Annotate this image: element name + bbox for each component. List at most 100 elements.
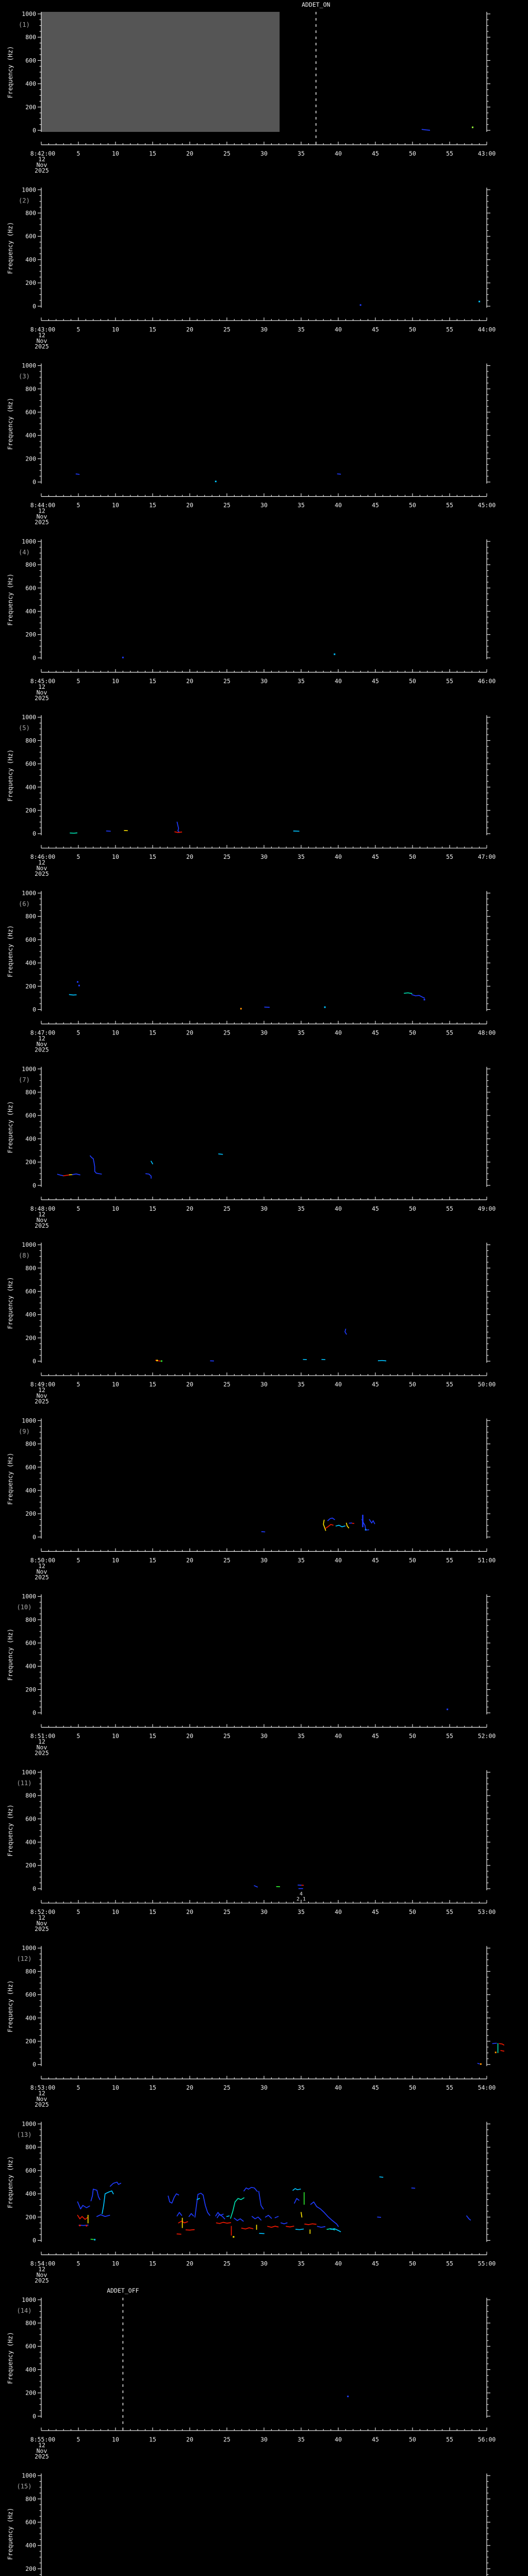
date-line-label: 12 xyxy=(38,1738,45,1745)
x-tick-label: 35 xyxy=(298,1908,305,1916)
y-tick-label: 600 xyxy=(25,57,36,64)
x-tick-label: 55 xyxy=(446,853,453,860)
x-tick-label: 15 xyxy=(149,326,156,333)
x-tick-label: 55 xyxy=(446,502,453,509)
x-tick-label: 50 xyxy=(409,502,416,509)
x-tick-label: 20 xyxy=(186,2260,193,2267)
detector-off-region xyxy=(41,12,280,132)
y-tick-label: 800 xyxy=(25,385,36,393)
y-tick-label: 600 xyxy=(25,1991,36,1998)
date-line-label: 12 xyxy=(38,683,45,690)
y-tick-label: 800 xyxy=(25,561,36,568)
y-tick-label: 800 xyxy=(25,1968,36,1975)
y-tick-label: 1000 xyxy=(22,1065,36,1073)
y-tick-label: 0 xyxy=(32,302,36,310)
x-tick-label: 45 xyxy=(372,1205,379,1212)
y-tick-label: 200 xyxy=(25,279,36,286)
end-time-label: 45:00 xyxy=(478,502,496,509)
detection-traces xyxy=(77,2176,471,2241)
detection-trace xyxy=(188,2213,194,2217)
y-tick-label: 400 xyxy=(25,2190,36,2197)
x-tick-label: 40 xyxy=(335,1733,342,1740)
x-tick-label: 40 xyxy=(335,1029,342,1036)
detection-traces xyxy=(75,473,341,482)
detection-trace xyxy=(317,2226,326,2228)
y-tick-label: 1000 xyxy=(22,1593,36,1600)
x-tick-label: 45 xyxy=(372,502,379,509)
y-axis-title: Frequency (Hz) xyxy=(7,222,14,274)
y-tick-label: 600 xyxy=(25,1287,36,1295)
y-tick-label: 1000 xyxy=(22,1769,36,1776)
x-tick-label: 45 xyxy=(372,2084,379,2091)
date-line-label: 2025 xyxy=(35,1046,49,1053)
detection-trace xyxy=(234,2217,244,2222)
detection-point xyxy=(214,480,217,482)
y-tick-label: 1000 xyxy=(22,889,36,896)
x-tick-label: 5 xyxy=(77,502,80,509)
detection-point xyxy=(77,981,79,983)
detection-traces xyxy=(155,1328,387,1362)
x-tick-label: 45 xyxy=(372,150,379,157)
y-axis-title: Frequency (Hz) xyxy=(7,750,14,802)
y-tick-label: 600 xyxy=(25,1639,36,1647)
y-tick-label: 0 xyxy=(32,1182,36,1189)
date-line-label: 2025 xyxy=(35,1925,49,1933)
x-tick-label: 45 xyxy=(372,677,379,685)
y-axis-title: Frequency (Hz) xyxy=(7,1453,14,1505)
date-line-label: 2025 xyxy=(35,870,49,877)
detection-traces xyxy=(347,2395,349,2397)
x-tick-label: 50 xyxy=(409,1908,416,1916)
x-tick-label: 25 xyxy=(223,1029,230,1036)
y-axis-title: Frequency (Hz) xyxy=(7,398,14,450)
y-tick-label: 1000 xyxy=(22,362,36,369)
y-tick-label: 800 xyxy=(25,913,36,920)
x-tick-label: 40 xyxy=(335,1381,342,1388)
detection-trace xyxy=(325,1524,334,1529)
x-tick-label: 45 xyxy=(372,326,379,333)
x-tick-label: 45 xyxy=(372,1556,379,1564)
x-tick-label: 50 xyxy=(409,2260,416,2267)
y-tick-label: 800 xyxy=(25,33,36,41)
x-tick-label: 50 xyxy=(409,853,416,860)
y-tick-label: 800 xyxy=(25,2319,36,2327)
detection-trace xyxy=(274,2216,279,2218)
panel-number-label: (10) xyxy=(17,1604,32,1611)
x-tick-label: 45 xyxy=(372,853,379,860)
x-tick-label: 15 xyxy=(149,853,156,860)
y-tick-label: 1000 xyxy=(22,2121,36,2128)
detection-trace xyxy=(477,2062,480,2064)
y-tick-label: 400 xyxy=(25,1311,36,1318)
y-tick-label: 0 xyxy=(32,1885,36,1892)
y-axis-title: Frequency (Hz) xyxy=(7,1980,14,2032)
detection-trace xyxy=(63,1174,70,1177)
date-line-label: 12 xyxy=(38,1562,45,1569)
x-tick-label: 50 xyxy=(409,1556,416,1564)
x-tick-label: 35 xyxy=(298,326,305,333)
x-tick-label: 40 xyxy=(335,2260,342,2267)
x-tick-label: 55 xyxy=(446,1556,453,1564)
detection-trace xyxy=(466,2215,471,2221)
x-tick-label: 20 xyxy=(186,326,193,333)
y-tick-label: 1000 xyxy=(22,2472,36,2479)
start-time-label: 8:49:00 xyxy=(30,1381,56,1388)
x-tick-label: 50 xyxy=(409,2436,416,2443)
x-tick-label: 5 xyxy=(77,1381,80,1388)
start-time-label: 8:51:00 xyxy=(30,1733,56,1740)
x-tick-label: 35 xyxy=(298,1205,305,1212)
end-time-label: 46:00 xyxy=(478,677,496,685)
date-line-label: 2025 xyxy=(35,167,49,174)
detection-trace xyxy=(267,2226,279,2228)
panel-number-label: (9) xyxy=(19,1428,30,1435)
end-time-label: 56:00 xyxy=(478,2436,496,2443)
y-tick-label: 0 xyxy=(32,2061,36,2068)
detection-trace xyxy=(196,2198,200,2200)
y-tick-label: 1000 xyxy=(22,186,36,193)
y-tick-label: 800 xyxy=(25,2144,36,2151)
y-axis-title: Frequency (Hz) xyxy=(7,1629,14,1681)
y-tick-label: 600 xyxy=(25,2343,36,2350)
detection-trace xyxy=(280,2222,288,2225)
